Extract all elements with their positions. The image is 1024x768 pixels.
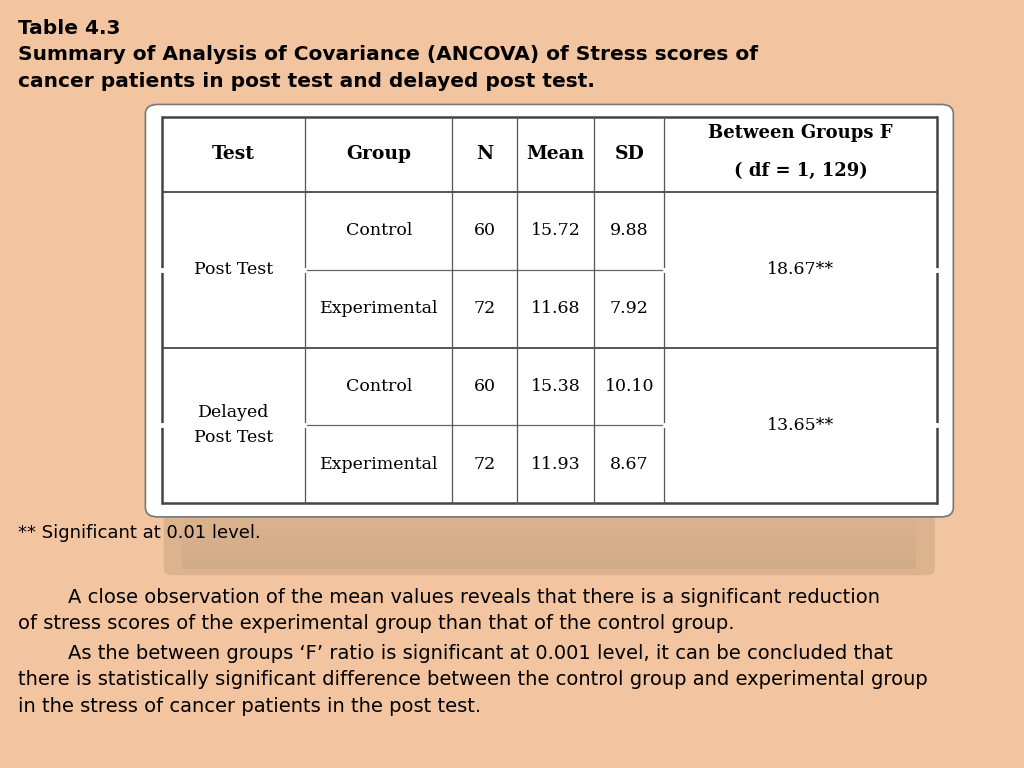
Text: A close observation of the mean values reveals that there is a significant reduc: A close observation of the mean values r… [18,588,881,607]
Text: in the stress of cancer patients in the post test.: in the stress of cancer patients in the … [18,697,481,717]
Text: Table 4.3: Table 4.3 [18,19,121,38]
Text: 60: 60 [474,378,496,395]
Polygon shape [182,560,916,563]
Text: Experimental: Experimental [319,300,438,317]
Text: 9.88: 9.88 [610,223,648,240]
Text: 11.93: 11.93 [530,455,581,472]
Text: Experimental: Experimental [319,455,438,472]
Text: 18.67**: 18.67** [767,261,835,278]
FancyBboxPatch shape [145,104,953,517]
Text: SD: SD [614,145,644,164]
FancyBboxPatch shape [164,502,935,575]
Polygon shape [182,526,916,529]
Text: 15.38: 15.38 [530,378,581,395]
Polygon shape [182,538,916,541]
Polygon shape [182,551,916,554]
Polygon shape [182,545,916,548]
Polygon shape [182,541,916,545]
Text: of stress scores of the experimental group than that of the control group.: of stress scores of the experimental gro… [18,614,735,634]
Text: As the between groups ‘F’ ratio is significant at 0.001 level, it can be conclud: As the between groups ‘F’ ratio is signi… [18,644,893,663]
Text: Mean: Mean [526,145,585,164]
Text: 15.72: 15.72 [530,223,581,240]
Text: Delayed
Post Test: Delayed Post Test [194,405,273,446]
Polygon shape [182,532,916,535]
Polygon shape [182,554,916,557]
Text: 60: 60 [474,223,496,240]
Text: there is statistically significant difference between the control group and expe: there is statistically significant diffe… [18,670,928,690]
Polygon shape [182,548,916,551]
Text: Between Groups F: Between Groups F [709,124,893,142]
Polygon shape [182,529,916,532]
Text: 11.68: 11.68 [530,300,581,317]
Polygon shape [182,566,916,569]
Text: ( df = 1, 129): ( df = 1, 129) [733,162,867,180]
Text: 72: 72 [473,455,496,472]
Text: cancer patients in post test and delayed post test.: cancer patients in post test and delayed… [18,72,595,91]
Polygon shape [182,557,916,560]
Text: Control: Control [346,223,412,240]
Text: Test: Test [212,145,255,164]
Text: 72: 72 [473,300,496,317]
Text: Post Test: Post Test [194,261,273,278]
Text: 7.92: 7.92 [609,300,648,317]
Text: Control: Control [346,378,412,395]
Polygon shape [182,535,916,538]
Text: N: N [476,145,494,164]
Text: 8.67: 8.67 [610,455,648,472]
Text: 13.65**: 13.65** [767,417,835,434]
Text: 10.10: 10.10 [604,378,654,395]
Text: Summary of Analysis of Covariance (ANCOVA) of Stress scores of: Summary of Analysis of Covariance (ANCOV… [18,45,759,64]
Text: Group: Group [346,145,412,164]
Text: ** Significant at 0.01 level.: ** Significant at 0.01 level. [18,524,261,541]
Polygon shape [182,523,916,526]
Polygon shape [182,563,916,566]
